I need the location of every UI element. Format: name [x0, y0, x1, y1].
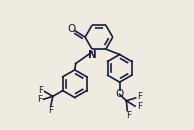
Text: F: F	[38, 86, 43, 95]
Text: F: F	[137, 102, 142, 111]
Text: O: O	[115, 89, 124, 99]
Text: F: F	[37, 95, 42, 104]
Text: F: F	[48, 106, 53, 115]
Text: O: O	[67, 24, 75, 34]
Text: F: F	[137, 92, 142, 101]
Text: F: F	[126, 111, 131, 120]
Text: N: N	[88, 50, 96, 60]
